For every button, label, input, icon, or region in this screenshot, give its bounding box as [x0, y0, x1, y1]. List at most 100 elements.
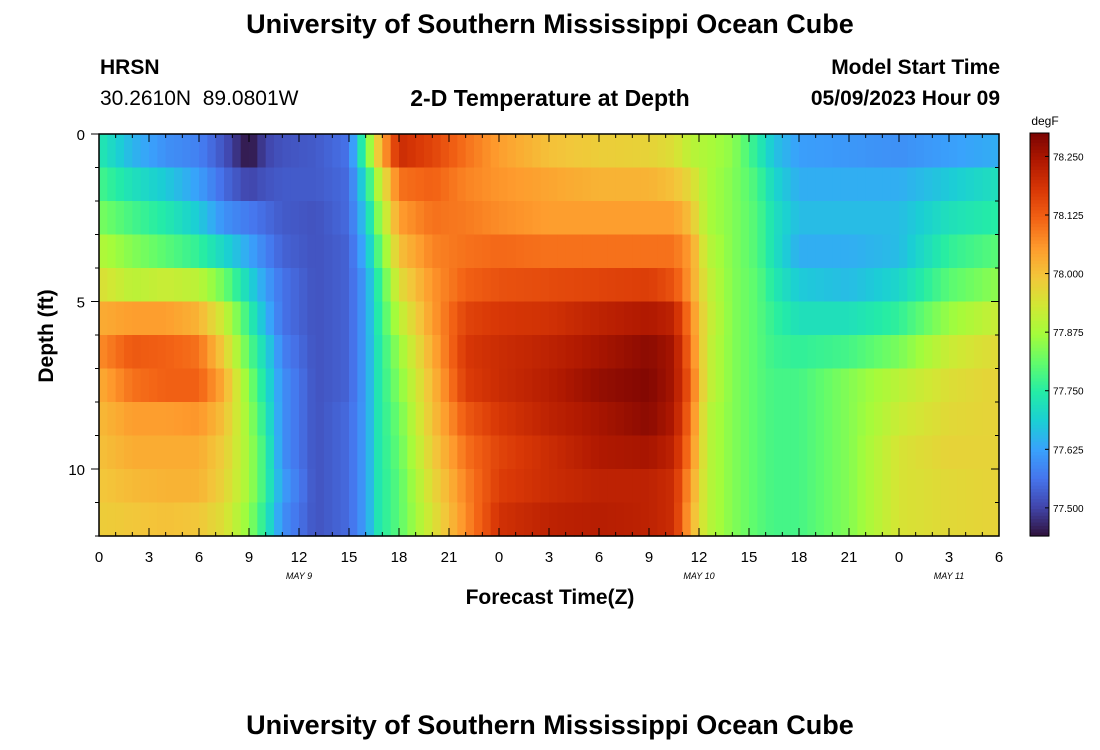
colorbar-segment — [1030, 186, 1049, 191]
heatmap-cell — [865, 234, 875, 269]
heatmap-cell — [982, 268, 992, 303]
heatmap-cell — [557, 402, 567, 437]
heatmap-cell — [524, 234, 533, 269]
heatmap-cell — [432, 469, 442, 504]
heatmap-cell — [482, 435, 492, 470]
heatmap-cell — [607, 134, 617, 169]
heatmap-cell — [774, 435, 783, 470]
colorbar-segment — [1030, 455, 1049, 460]
x-tick-label: 6 — [595, 549, 603, 566]
heatmap-cell — [157, 301, 167, 336]
heatmap-cell — [132, 201, 142, 236]
heatmap-cell — [757, 234, 767, 269]
colorbar-segment — [1030, 270, 1049, 275]
heatmap-cell — [440, 368, 450, 403]
heatmap-cell — [107, 502, 117, 537]
heatmap-cell — [757, 435, 767, 470]
heatmap-cell — [815, 435, 825, 470]
heatmap-cell — [632, 268, 642, 303]
heatmap-cell — [724, 268, 733, 303]
colorbar-segment — [1030, 431, 1049, 436]
heatmap-cell — [682, 301, 692, 336]
heatmap-cell — [432, 167, 442, 202]
heatmap-cell — [882, 201, 892, 236]
heatmap-cell — [524, 301, 533, 336]
heatmap-cell — [407, 335, 417, 370]
heatmap-cell — [982, 435, 992, 470]
heatmap-cell — [157, 268, 167, 303]
heatmap-cell — [490, 201, 500, 236]
x-tick-label: 9 — [245, 549, 253, 566]
heatmap-cell — [832, 268, 842, 303]
heatmap-cell — [157, 435, 167, 470]
heatmap-cell — [624, 268, 633, 303]
heatmap-cell — [799, 335, 808, 370]
heatmap-cell — [824, 301, 833, 336]
heatmap-cell — [882, 268, 892, 303]
heatmap-cell — [507, 301, 517, 336]
heatmap-cell — [415, 134, 425, 169]
heatmap-cell — [607, 167, 617, 202]
colorbar-segment — [1030, 139, 1049, 144]
heatmap-cell — [224, 234, 233, 269]
heatmap-cell — [832, 134, 842, 169]
heatmap-cell — [490, 402, 500, 437]
heatmap-cell — [157, 335, 167, 370]
heatmap-cell — [257, 167, 267, 202]
heatmap-cell — [324, 402, 333, 437]
heatmap-cell — [615, 301, 625, 336]
x-tick-label: 0 — [495, 549, 503, 566]
colorbar-segment — [1030, 180, 1049, 184]
heatmap-cell — [774, 402, 783, 437]
heatmap-cell — [365, 469, 375, 504]
heatmap-cell — [224, 469, 233, 504]
heatmap-cell — [740, 167, 750, 202]
heatmap-cell — [990, 402, 1000, 437]
heatmap-cell — [599, 335, 608, 370]
heatmap-cell — [757, 301, 767, 336]
heatmap-cell — [424, 435, 433, 470]
heatmap-cell — [982, 469, 992, 504]
heatmap-cell — [615, 167, 625, 202]
heatmap-cell — [974, 502, 983, 537]
colorbar-segment — [1030, 173, 1049, 178]
heatmap-cell — [565, 201, 575, 236]
heatmap-cell — [465, 435, 475, 470]
heatmap-cell — [840, 402, 850, 437]
heatmap-cell — [215, 268, 225, 303]
heatmap-cell — [832, 368, 842, 403]
heatmap-cell — [149, 134, 158, 169]
heatmap-cell — [907, 402, 917, 437]
page-title: University of Southern Mississippi Ocean… — [246, 9, 854, 39]
heatmap-cell — [124, 469, 133, 504]
heatmap-cell — [615, 134, 625, 169]
heatmap-cell — [599, 469, 608, 504]
heatmap-cell — [857, 301, 867, 336]
heatmap-cell — [657, 469, 667, 504]
x-tick-label: 12 — [691, 549, 708, 566]
heatmap-cell — [590, 268, 600, 303]
heatmap-cell — [682, 268, 692, 303]
heatmap-cell — [315, 469, 325, 504]
colorbar-segment — [1030, 146, 1049, 151]
heatmap-cell — [732, 335, 742, 370]
heatmap-cell — [990, 368, 1000, 403]
colorbar-segment — [1030, 263, 1049, 268]
heatmap-cell — [524, 201, 533, 236]
heatmap-cell — [357, 435, 367, 470]
heatmap-cell — [574, 402, 583, 437]
heatmap-cell — [207, 167, 217, 202]
heatmap-cell — [149, 469, 158, 504]
heatmap-cell — [465, 402, 475, 437]
heatmap-cell — [157, 502, 167, 537]
heatmap-cell — [807, 368, 817, 403]
heatmap-cell — [574, 167, 583, 202]
heatmap-cell — [290, 301, 300, 336]
heatmap-cell — [257, 402, 267, 437]
heatmap-cell — [840, 167, 850, 202]
heatmap-cell — [357, 234, 367, 269]
heatmap-cell — [265, 469, 275, 504]
heatmap-cell — [249, 435, 258, 470]
heatmap-cell — [199, 201, 208, 236]
heatmap-cell — [832, 301, 842, 336]
